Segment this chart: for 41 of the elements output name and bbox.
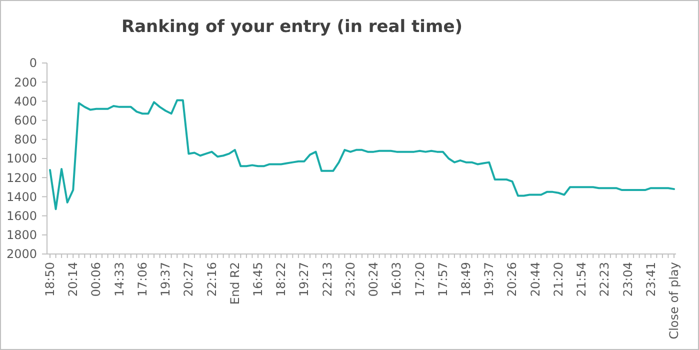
x-tick-label: 22:13 [320,262,334,297]
x-tick-label: 18:50 [43,262,57,297]
x-tick-label: 17:06 [135,262,150,297]
x-tick-label: 23:20 [343,262,358,297]
x-tick-label: 16:03 [390,262,404,297]
x-tick-label: 14:33 [112,262,126,297]
line-series [49,99,675,210]
y-tick-label: 1600 [6,209,37,223]
x-tick-label: 19:27 [297,262,312,297]
x-tick-label: 17:20 [412,262,427,297]
chart-title: Ranking of your entry (in real time) [121,17,463,37]
y-tick-label: 600 [14,114,37,128]
x-tick-label: 20:26 [505,262,520,297]
y-tick-label: 2000 [6,247,37,262]
y-tick-label: 200 [14,75,37,90]
x-tick-label: 18:49 [459,262,473,297]
x-tick-label: 00:06 [89,262,104,297]
x-tick-label: 18:22 [274,262,288,297]
x-tick-label: 22:23 [598,262,612,297]
x-tick-label: 21:54 [574,262,589,297]
y-tick-label: 0 [29,56,37,70]
x-tick-label: 20:14 [66,262,80,297]
x-tick-label: 23:04 [620,262,635,297]
x-tick-label: 19:37 [158,262,173,297]
x-tick-label: 20:27 [182,262,196,297]
x-tick-label: 23:41 [644,262,658,297]
x-tick-label: End R2 [228,262,242,305]
x-tick-label: 20:44 [528,262,542,297]
x-tick-label: 16:45 [251,262,265,297]
x-tick-label: Close of play [667,262,681,340]
y-tick-label: 800 [14,132,37,147]
x-tick-label: 19:37 [482,262,496,297]
x-tick-label: 00:24 [366,262,381,297]
x-tick-label: 22:16 [204,262,219,297]
y-tick-label: 1400 [6,190,37,204]
y-tick-label: 1000 [6,152,37,166]
y-tick-label: 1200 [6,170,37,185]
x-tick-label: 21:20 [551,262,566,297]
x-tick-label: 17:57 [436,262,450,297]
y-tick-label: 400 [14,94,37,108]
y-tick-label: 1800 [6,228,37,242]
